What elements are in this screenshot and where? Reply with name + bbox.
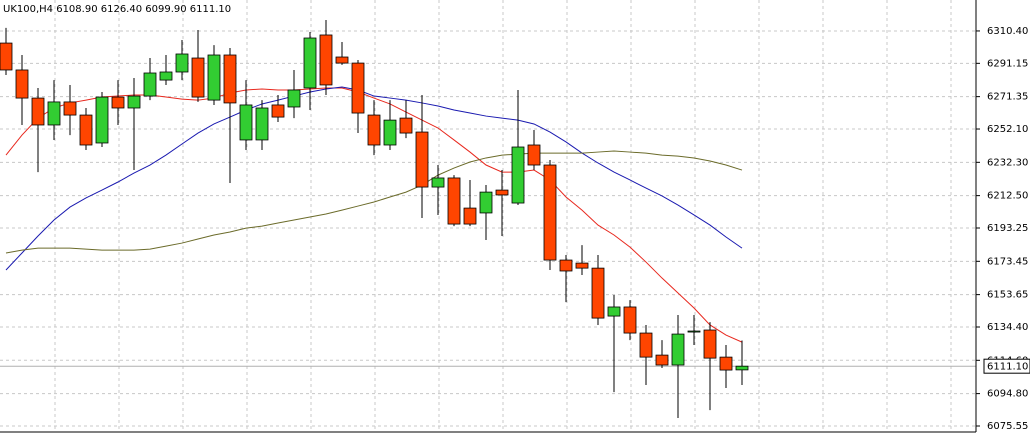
candle-body <box>207 54 221 101</box>
candle-body <box>351 62 365 114</box>
y-tick-label: 6094.80 <box>987 389 1028 400</box>
y-tick-label: 6252.10 <box>987 124 1028 135</box>
chart-title: UK100,H4 6108.90 6126.40 6099.90 6111.10 <box>3 4 231 15</box>
candle-body <box>239 104 253 141</box>
candle-body <box>0 42 13 71</box>
candle-body <box>63 101 77 116</box>
y-tick-label: 6193.25 <box>987 223 1028 234</box>
candle-body <box>367 114 381 146</box>
y-tick-label: 6134.40 <box>987 322 1028 333</box>
candle-body <box>607 306 621 317</box>
candle-body <box>671 333 685 366</box>
candle-body <box>175 53 189 73</box>
candle-body <box>559 259 573 272</box>
y-tick-label: 6212.50 <box>987 191 1028 202</box>
y-tick-label: 6310.40 <box>987 26 1028 37</box>
candle-body <box>255 107 269 141</box>
candle-body <box>223 54 237 104</box>
candle-body <box>527 144 541 166</box>
candle-body <box>95 96 109 144</box>
y-tick-label: 6271.35 <box>987 92 1028 103</box>
y-tick-label: 6232.30 <box>987 157 1028 168</box>
moving-average <box>5 86 743 271</box>
candle-body <box>463 207 477 225</box>
candle-body <box>383 119 397 146</box>
candle-body <box>591 267 605 319</box>
price-label: 6111.10 <box>987 362 1028 373</box>
moving-average <box>5 150 743 254</box>
plot <box>0 20 976 419</box>
candle-body <box>47 101 61 126</box>
candle-body <box>191 57 205 98</box>
candle-body <box>735 365 749 371</box>
candle-body <box>319 34 333 86</box>
candle-body <box>287 89 301 108</box>
candle-body <box>15 69 29 99</box>
y-tick-label: 6153.65 <box>987 290 1028 301</box>
y-tick-label: 6173.45 <box>987 256 1028 267</box>
candle-body <box>159 71 173 81</box>
candle-body <box>575 262 589 269</box>
candle-body <box>623 306 637 334</box>
candle-body <box>79 114 93 146</box>
candle-body <box>415 131 429 188</box>
candle-body <box>511 146 525 204</box>
candle-body <box>479 191 493 214</box>
candle-body <box>111 96 125 109</box>
candle-body <box>687 330 701 333</box>
candle-body <box>31 97 45 126</box>
candle-body <box>703 329 717 359</box>
candle-body <box>431 177 445 188</box>
candle-body <box>639 332 653 358</box>
candle-body <box>719 356 733 371</box>
price-box <box>983 358 1030 374</box>
y-tick-label: 6075.55 <box>987 421 1028 432</box>
candle-body <box>143 72 157 97</box>
candle-body <box>399 117 413 134</box>
candle-body <box>303 37 317 89</box>
candle-body <box>495 189 509 196</box>
candle-body <box>335 56 349 64</box>
y-tick-label: 6291.15 <box>987 58 1028 69</box>
candle-body <box>127 95 141 109</box>
candle-body <box>655 354 669 366</box>
candle-body <box>543 164 557 261</box>
moving-average <box>5 87 743 343</box>
candle-body <box>447 177 461 225</box>
candle-body <box>271 104 285 118</box>
